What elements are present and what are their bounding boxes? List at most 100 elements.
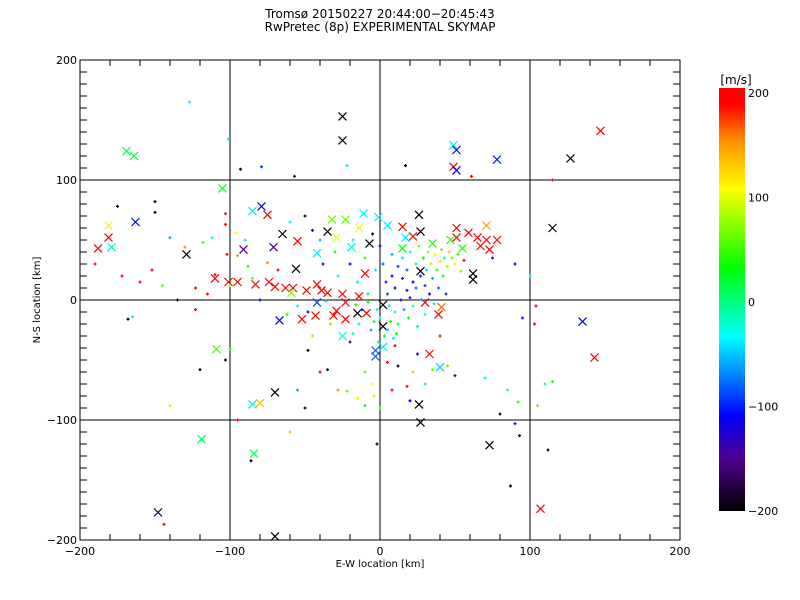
dot-marker [276,268,280,272]
dot-marker [372,320,376,324]
colorbar-tick-label: −100 [748,401,778,414]
cross-marker [468,275,478,285]
dot-marker [536,404,539,408]
dot-marker [428,292,431,296]
cross-marker [492,235,502,245]
dot-marker [441,274,445,278]
cross-marker [485,245,494,255]
dot-marker [401,256,404,260]
dot-marker [236,418,239,422]
cross-marker [464,228,473,238]
dot-marker [429,262,433,266]
cross-marker [239,245,248,255]
dot-marker [435,268,439,272]
dot-marker [243,238,247,242]
cross-marker [317,285,326,295]
y-tick-label: −100 [47,414,77,427]
cross-marker [383,221,392,231]
cross-marker [329,311,338,321]
dot-marker [336,388,340,392]
dot-marker [234,231,238,235]
dot-marker [296,304,299,308]
chart-subtitle: RwPretec (8p) EXPERIMENTAL SKYMAP [265,20,496,34]
cross-marker [359,209,368,219]
dot-marker [534,304,538,308]
dot-marker [138,280,142,284]
dot-marker [498,412,502,416]
cross-marker [566,153,575,163]
cross-marker [263,210,272,220]
cross-marker [233,277,242,287]
dot-marker [405,288,409,292]
dot-marker [399,298,403,302]
dot-marker [224,222,227,226]
cross-marker [452,233,461,243]
dot-marker [483,376,487,380]
dot-marker [513,422,517,426]
colorbar-tick-label: 200 [748,87,769,100]
cross-marker [476,241,485,251]
cross-marker [428,239,437,249]
dot-marker [225,252,229,256]
dot-marker [168,404,172,408]
dot-marker [405,268,409,272]
cross-marker [302,285,311,295]
y-tick-label: 200 [56,54,77,67]
dot-marker [357,322,361,326]
dot-marker [414,262,418,266]
dot-marker [260,165,263,169]
cross-marker [452,145,461,155]
dot-marker [408,399,412,403]
dot-marker [318,370,322,374]
dot-marker [354,303,358,307]
dot-marker [183,245,187,249]
dot-marker [266,261,269,265]
dot-marker [258,298,262,302]
cross-marker [354,223,364,233]
dot-marker [422,256,425,260]
cross-marker [312,297,322,307]
dot-marker [543,382,547,386]
dot-marker [431,368,434,372]
dot-marker [168,236,172,240]
dot-marker [453,262,457,266]
dot-marker [411,370,415,374]
y-tick-label: 100 [56,174,77,187]
dot-marker [438,260,442,264]
dot-marker [414,286,418,290]
dot-marker [213,273,217,277]
cross-marker [365,239,374,249]
dot-marker [470,174,473,178]
cross-marker [93,243,103,253]
dot-marker [387,304,391,308]
dot-marker [411,304,415,308]
colorbar [719,88,745,511]
cross-marker [398,222,407,232]
dot-marker [336,274,340,278]
cross-marker [257,201,266,211]
cross-marker [341,314,350,324]
cross-marker [129,151,139,161]
cross-marker [312,279,322,289]
dot-marker [348,262,352,266]
cross-marker [182,249,191,259]
dot-marker [431,276,434,280]
dot-marker [153,200,157,204]
dot-marker [324,299,328,303]
dot-marker [446,364,449,368]
dot-marker [363,404,367,408]
cross-marker [482,221,491,231]
cross-marker [264,277,274,287]
dot-marker [345,164,349,168]
dot-marker [345,389,349,393]
dot-marker [201,240,205,244]
dot-marker [351,238,355,242]
cross-marker [548,223,557,233]
cross-marker [281,283,290,293]
dot-marker [551,380,554,384]
dot-marker [396,322,400,326]
dot-marker [188,100,191,104]
cross-marker [131,217,140,227]
dot-marker [443,256,446,260]
dot-marker [389,320,392,324]
